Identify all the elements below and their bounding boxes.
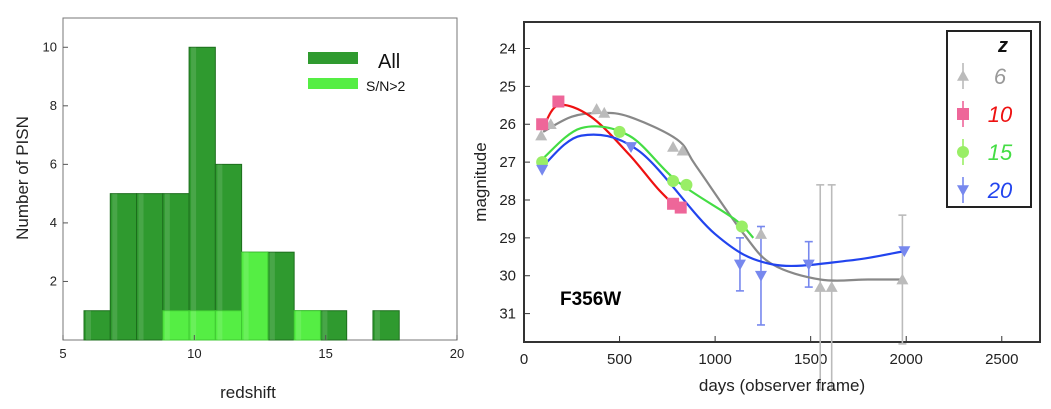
histogram-x-tick-label: 5 <box>59 346 66 361</box>
datapoint-z6 <box>590 103 603 114</box>
histogram-bar-highlight <box>191 310 197 340</box>
lightcurve-line-z20 <box>542 133 905 268</box>
lightcurve-x-tick-label: 500 <box>607 351 632 368</box>
histogram-bar-snr <box>162 310 190 341</box>
histogram-bar-snr <box>293 310 321 341</box>
histogram-y-tick-label: 2 <box>50 273 57 288</box>
datapoint-z15 <box>680 178 693 191</box>
legend-marker-z20 <box>957 185 969 196</box>
lightcurve-x-tick-label: 2000 <box>890 351 923 368</box>
histogram-bar-all <box>188 46 216 341</box>
lightcurve-chart: 0 500 1000 1500 2000 2500 24 25 26 27 28 29 30 31 F35… <box>471 21 1041 395</box>
datapoint-z6 <box>598 106 611 118</box>
histogram-bar-highlight <box>322 310 328 340</box>
histogram-ticks: 5 10 15 20 2 4 6 8 10 <box>43 39 465 361</box>
datapoint-z6 <box>535 129 548 141</box>
lightcurve-y-tick-label: 31 <box>499 306 516 323</box>
lightcurve-points <box>535 95 911 292</box>
histogram-bar-highlight <box>296 310 302 340</box>
datapoint-z20 <box>802 259 815 271</box>
histogram-bar-all <box>372 310 400 341</box>
histogram-bar-highlight <box>191 47 197 340</box>
legend-label-z15: 15 <box>988 140 1013 165</box>
legend-label-snr: S/N>2 <box>366 78 406 94</box>
histogram-bar-all <box>83 310 111 341</box>
lightcurve-x-axis-label: days (observer frame) <box>699 376 865 395</box>
datapoint-z20 <box>536 164 549 176</box>
histogram-bar-highlight <box>112 193 118 340</box>
histogram-bar-highlight <box>86 310 92 340</box>
legend-swatch-snr <box>308 78 358 89</box>
lightcurve-x-tick-label: 0 <box>520 351 528 368</box>
datapoint-z20 <box>898 246 911 258</box>
histogram-y-tick-label: 8 <box>50 98 57 113</box>
datapoint-z6 <box>667 140 680 152</box>
lightcurve-y-tick-label: 24 <box>499 41 516 58</box>
lightcurve-y-tick-label: 28 <box>499 192 516 209</box>
legend-marker-z15 <box>957 146 969 158</box>
datapoint-z6 <box>814 281 827 292</box>
histogram-bar-highlight <box>164 310 170 340</box>
legend-marker-z6 <box>957 70 969 81</box>
histogram-bar-highlight <box>217 164 223 340</box>
histogram-x-tick-label: 15 <box>318 346 332 361</box>
datapoint-z15 <box>667 175 680 188</box>
datapoint-z10 <box>674 201 687 214</box>
histogram-x-axis-label: redshift <box>220 383 276 402</box>
legend-label-z6: 6 <box>994 64 1007 89</box>
lightcurve-ticks: 0 500 1000 1500 2000 2500 24 25 26 27 28 29 30 31 <box>499 41 1018 368</box>
histogram-y-tick-label: 10 <box>43 39 57 54</box>
histogram-bar-snr <box>214 310 243 341</box>
legend-label-z20: 20 <box>987 178 1013 203</box>
filter-annotation: F356W <box>560 289 621 310</box>
histogram-legend: All S/N>2 <box>308 51 406 94</box>
histogram-bar-highlight <box>269 252 275 340</box>
legend-marker-z10 <box>957 108 969 120</box>
legend-title-z: z <box>997 35 1008 57</box>
histogram-bar-all <box>136 193 164 341</box>
lightcurve-x-tick-label: 2500 <box>985 351 1018 368</box>
datapoint-z6 <box>754 228 767 239</box>
histogram-y-tick-label: 4 <box>50 215 57 230</box>
histogram-bar-snr <box>241 251 269 341</box>
histogram-chart: 5 10 15 20 2 4 6 8 10 All S/N>2 Number of PISN r… <box>13 17 465 402</box>
lightcurve-y-tick-label: 25 <box>499 78 516 95</box>
histogram-y-tick-label: 6 <box>50 156 57 171</box>
datapoint-z15 <box>735 220 748 233</box>
datapoint-z20 <box>733 259 746 271</box>
histogram-bar-highlight <box>138 193 144 340</box>
datapoint-z10 <box>552 95 565 108</box>
histogram-x-tick-label: 20 <box>450 346 464 361</box>
datapoint-z6 <box>896 273 909 285</box>
lightcurve-y-tick-label: 29 <box>499 230 516 247</box>
histogram-bar-all <box>267 251 295 341</box>
lightcurve-x-tick-label: 1500 <box>794 351 827 368</box>
datapoint-z6 <box>676 144 689 156</box>
datapoint-z20 <box>754 270 767 282</box>
histogram-bar-highlight <box>374 310 380 340</box>
legend-label-z10: 10 <box>988 102 1013 127</box>
lightcurve-line-z15 <box>542 125 755 239</box>
lightcurve-y-tick-label: 30 <box>499 268 516 285</box>
histogram-x-tick-label: 10 <box>187 346 201 361</box>
histogram-y-axis-label: Number of PISN <box>13 116 32 240</box>
histogram-bar-highlight <box>164 193 170 340</box>
lightcurve-y-tick-label: 27 <box>499 154 516 171</box>
datapoint-z10 <box>536 118 549 131</box>
legend-label-all: All <box>378 51 400 73</box>
lightcurve-x-tick-label: 1000 <box>698 351 731 368</box>
histogram-bars <box>83 46 400 341</box>
histogram-bar-highlight <box>217 310 223 340</box>
legend-items: 6 10 15 20 <box>957 63 1013 203</box>
datapoint-z20 <box>625 142 638 153</box>
histogram-bar-highlight <box>243 252 249 340</box>
lightcurve-y-axis-label: magnitude <box>471 142 490 221</box>
lightcurve-legend: z 6 10 15 20 <box>946 30 1032 208</box>
legend-swatch-all <box>308 52 358 64</box>
datapoint-z6 <box>825 281 838 292</box>
datapoint-z15 <box>613 125 626 138</box>
lightcurve-y-tick-label: 26 <box>499 116 516 133</box>
